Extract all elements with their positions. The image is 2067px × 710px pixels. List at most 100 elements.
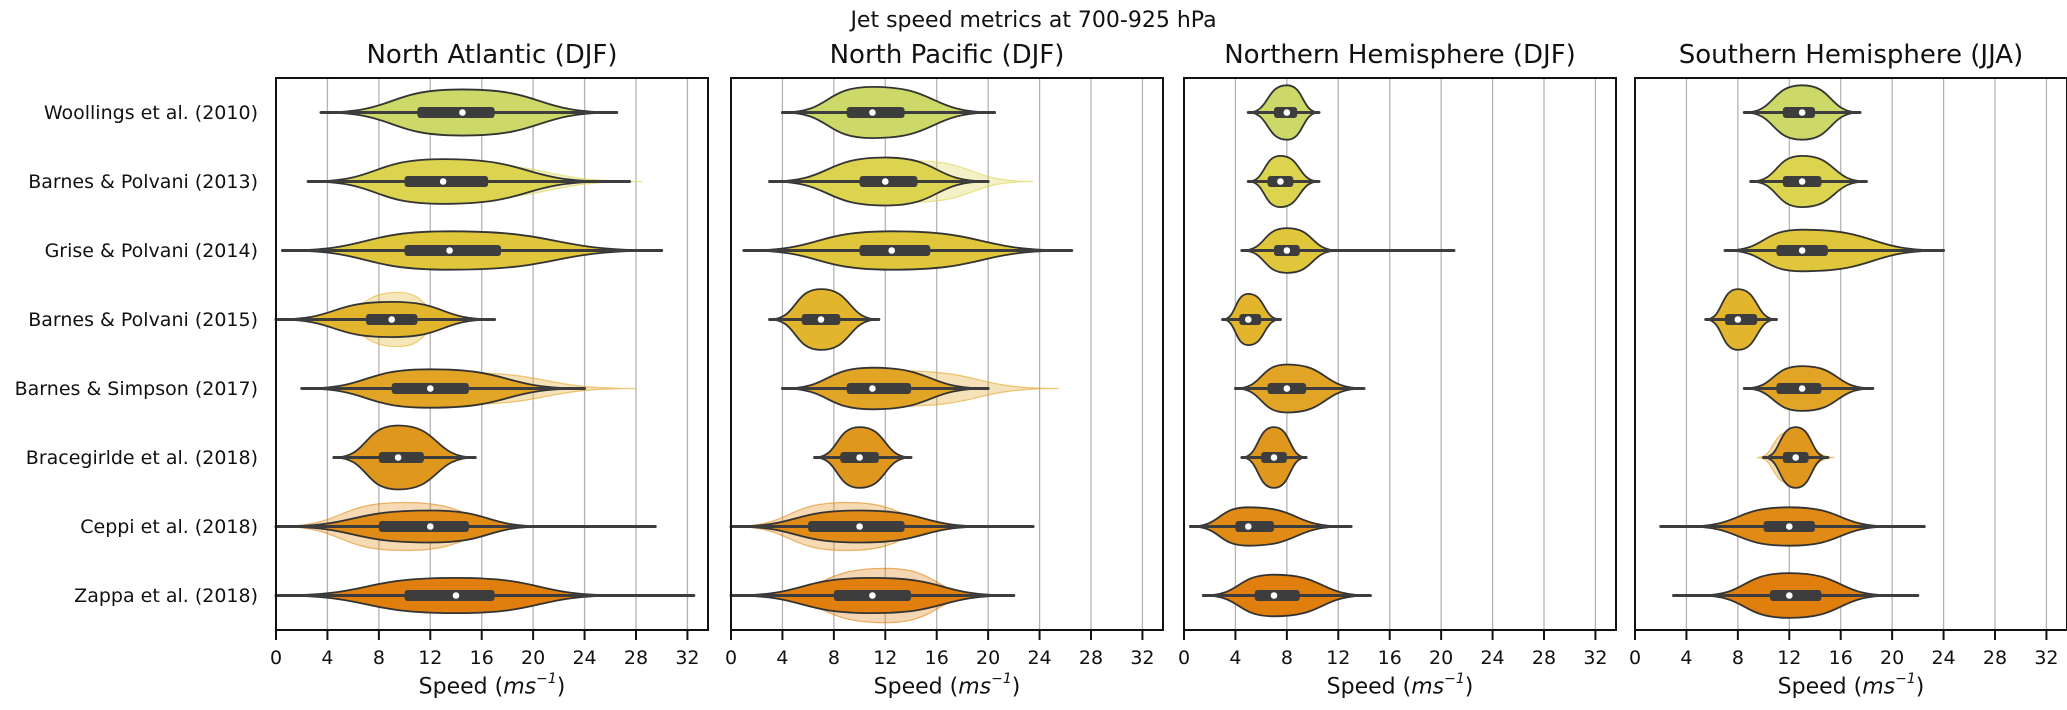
- panel-title-north-atlantic: North Atlantic (DJF): [366, 40, 618, 70]
- x-tick-label: 4: [1680, 647, 1692, 669]
- median-dot: [817, 316, 825, 323]
- x-tick-label: 24: [1480, 647, 1504, 669]
- x-tick-label: 24: [1931, 647, 1955, 669]
- x-tick-label: 16: [470, 647, 494, 669]
- median-dot: [452, 592, 460, 599]
- row-label: Barnes & Polvani (2013): [28, 170, 258, 193]
- x-axis-label-suffix: ): [1464, 674, 1474, 700]
- x-tick-label: 20: [1880, 647, 1904, 669]
- x-tick-label: 12: [873, 647, 897, 669]
- panel-title-north-pacific: North Pacific (DJF): [829, 40, 1065, 70]
- x-axis-label-sup: −1: [536, 671, 557, 687]
- median-dot: [888, 247, 896, 254]
- iqr-box: [378, 521, 469, 532]
- x-tick-label: 0: [1629, 647, 1641, 669]
- x-axis-label-sup: −1: [1444, 671, 1465, 687]
- x-tick-label: 16: [1829, 647, 1853, 669]
- axes-spines: [730, 77, 1164, 631]
- x-axis-label: Speed (ms−1): [731, 668, 1163, 700]
- x-axis-label-prefix: Speed (: [418, 674, 504, 700]
- x-axis-label-prefix: Speed (: [873, 674, 959, 700]
- x-tick-label: 16: [925, 647, 949, 669]
- iqr-box: [1235, 521, 1274, 532]
- x-tick-label: 20: [1429, 647, 1453, 669]
- x-tick-label: 0: [270, 647, 282, 669]
- median-dot: [1798, 247, 1806, 254]
- row-label: Woollings et al. (2010): [43, 101, 258, 124]
- iqr-box: [846, 383, 911, 394]
- figure-title: Jet speed metrics at 700-925 hPa: [850, 8, 1217, 33]
- x-tick-label: 16: [1378, 647, 1402, 669]
- median-dot: [426, 385, 434, 392]
- x-tick-label: 4: [1229, 647, 1241, 669]
- row-label: Barnes & Polvani (2015): [28, 308, 258, 331]
- x-tick-label: 12: [418, 647, 442, 669]
- median-dot: [1798, 178, 1806, 185]
- x-axis-label-suffix: ): [1915, 674, 1925, 700]
- median-dot: [869, 109, 876, 116]
- median-dot: [856, 523, 863, 530]
- median-dot: [426, 523, 434, 530]
- axes-spines: [1634, 77, 2067, 631]
- median-dot: [1283, 109, 1291, 116]
- median-dot: [1283, 247, 1291, 254]
- x-axis-label: Speed (ms−1): [1635, 668, 2067, 700]
- x-tick-label: 0: [1178, 647, 1190, 669]
- median-dot: [1785, 592, 1793, 599]
- x-tick-label: 12: [1326, 647, 1350, 669]
- median-dot: [1785, 523, 1793, 530]
- median-dot: [869, 385, 876, 392]
- median-dot: [881, 178, 889, 185]
- median-dot: [1798, 109, 1806, 116]
- x-axis-label-sup: −1: [1895, 671, 1916, 687]
- median-dot: [459, 109, 466, 116]
- x-tick-label: 20: [976, 647, 1000, 669]
- x-tick-label: 12: [1777, 647, 1801, 669]
- panel-northern-hemisphere: 0 4 8 12 16 20 24 28 32: [1178, 77, 1617, 698]
- x-axis-label-suffix: ): [1011, 674, 1021, 700]
- x-tick-label: 28: [1983, 647, 2007, 669]
- panel-north-atlantic: 0 4 8 12 16 20 24 28 32: [270, 77, 709, 698]
- x-axis-label-math: ms: [503, 674, 537, 700]
- x-tick-label: 4: [321, 647, 333, 669]
- x-axis-label-prefix: Speed (: [1326, 674, 1412, 700]
- median-dot: [1734, 316, 1742, 323]
- x-tick-label: 28: [1532, 647, 1556, 669]
- median-dot: [439, 178, 447, 185]
- axes-spines: [275, 77, 709, 631]
- x-tick-label: 24: [572, 647, 596, 669]
- x-axis-label-math: ms: [1862, 674, 1896, 700]
- x-tick-label: 0: [725, 647, 737, 669]
- x-tick-label: 24: [1027, 647, 1051, 669]
- median-dot: [1792, 454, 1800, 461]
- median-dot: [1277, 178, 1284, 185]
- median-dot: [1270, 592, 1278, 599]
- x-tick-label: 20: [521, 647, 545, 669]
- x-tick-label: 32: [2034, 647, 2058, 669]
- panel-southern-hemisphere: 0 4 8 12 16 20 24 28 32: [1629, 77, 2067, 698]
- x-tick-label: 32: [1130, 647, 1154, 669]
- y-axis-labels: Woollings et al. (2010) Barnes & Polvani …: [0, 0, 268, 710]
- x-axis-label: Speed (ms−1): [1184, 668, 1616, 700]
- iqr-box: [1770, 590, 1822, 601]
- x-axis-label-sup: −1: [991, 671, 1012, 687]
- x-tick-label: 8: [373, 647, 385, 669]
- axes-spines: [1183, 77, 1617, 631]
- panel-north-pacific: 0 4 8 12 16 20 24 28 32: [725, 77, 1164, 698]
- x-tick-label: 28: [624, 647, 648, 669]
- median-dot: [388, 316, 396, 323]
- iqr-box: [417, 107, 495, 118]
- iqr-box: [404, 590, 495, 601]
- panel-title-southern-hemisphere: Southern Hemisphere (JJA): [1678, 40, 2024, 70]
- x-axis-label-suffix: ): [556, 674, 566, 700]
- median-dot: [856, 454, 863, 461]
- row-label: Bracegirlde et al. (2018): [25, 446, 258, 469]
- x-axis-label-prefix: Speed (: [1777, 674, 1863, 700]
- median-dot: [1244, 316, 1252, 323]
- x-tick-label: 4: [776, 647, 788, 669]
- x-tick-label: 8: [828, 647, 840, 669]
- x-axis-label-math: ms: [1411, 674, 1445, 700]
- median-dot: [1244, 523, 1252, 530]
- x-axis-label-math: ms: [958, 674, 992, 700]
